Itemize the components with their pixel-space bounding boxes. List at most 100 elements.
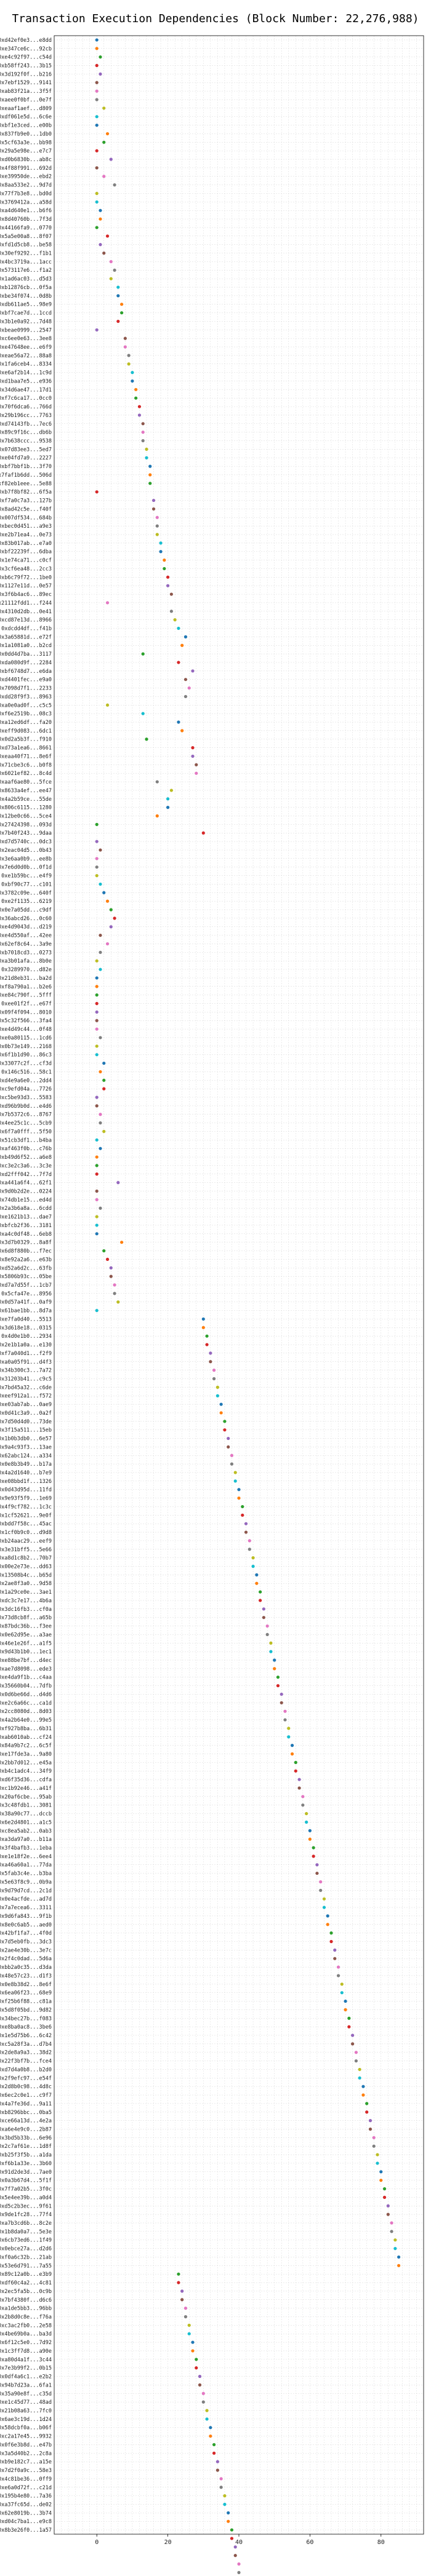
y-tick-label: 0x44166fa9...0770	[0, 225, 52, 231]
data-point	[166, 575, 170, 579]
y-tick-label: 0xbe34f074...0d8b	[0, 293, 52, 300]
data-point	[95, 328, 99, 332]
y-tick-label: 0x7e6d0d0b...0f1d	[0, 865, 52, 871]
data-point	[123, 345, 127, 349]
data-point	[319, 1880, 323, 1884]
y-tick-label: 0xe2c6a66c...ca1d	[0, 1700, 52, 1706]
data-point	[212, 2443, 216, 2447]
data-point	[95, 1223, 99, 1227]
data-point	[230, 1462, 234, 1466]
data-point	[223, 1428, 227, 1432]
y-tick-label: 0x8e92a2a6...e63b	[0, 1257, 52, 1263]
y-tick-label: 0x7f7a02b5...3f0c	[0, 2187, 52, 2193]
y-tick-label: 0x94b7d23a...6fa1	[0, 2382, 52, 2388]
y-tick-label: 0xd4401fec...e9a0	[0, 677, 52, 683]
data-point	[95, 959, 99, 963]
y-tick-label: 0xa4c0df48...6eb8	[0, 1231, 52, 1238]
y-tick-label: 0x1fa6ceb4...8334	[0, 362, 52, 368]
y-tick-label: 0xb49d6f52...a6e8	[0, 1155, 52, 1161]
data-point	[265, 1624, 269, 1628]
y-tick-label: 0xb58ff243...3b15	[0, 63, 52, 70]
y-tick-label: 0xf6e2519b...08c3	[0, 711, 52, 717]
data-point	[177, 2272, 180, 2276]
data-point	[237, 1496, 241, 1500]
y-tick-label: 0x6ae3c19d...1d24	[0, 2417, 52, 2423]
y-tick-label: 0x8633a4ef...ee47	[0, 788, 52, 794]
y-tick-label: 0xb12876cb...0f5a	[0, 285, 52, 291]
x-tick-label: 0	[95, 2539, 99, 2546]
y-tick-label: 0x146c516...58c1	[1, 1069, 52, 1075]
y-tick-label: 0x8aa533e2...9d7d	[0, 183, 52, 189]
data-point	[344, 2008, 347, 2011]
y-tick-label: 0x58dcbf0a...b06f	[0, 2425, 52, 2431]
data-point	[294, 1760, 297, 1764]
data-point	[131, 371, 134, 375]
y-tick-label: 0x7098d7f1...2233	[0, 686, 52, 692]
data-point	[223, 1420, 227, 1423]
y-tick-label: 0x2a3b6a8a...6cdd	[0, 1206, 52, 1212]
data-point	[305, 1820, 308, 1824]
data-point	[95, 1189, 99, 1193]
y-tick-label: 0x5d8f05bd...9d82	[0, 2007, 52, 2013]
data-point	[166, 797, 170, 801]
y-tick-label: 0xd0b6830b...ab8c	[0, 157, 52, 163]
data-point	[95, 200, 99, 204]
y-tick-label: 0xc3ac2fb0...2e58	[0, 2323, 52, 2329]
y-tick-label: 0xd7d5740c...0dc3	[0, 839, 52, 845]
x-tick-label: 40	[235, 2539, 243, 2546]
data-point	[105, 601, 110, 605]
x-tick-label: 20	[164, 2539, 172, 2546]
y-tick-label: 0x3dc16fb3...cf0a	[0, 1607, 52, 1613]
y-tick-label: 0x3c48fdb1...3081	[0, 1803, 52, 1809]
y-tick-label: 0x9d0b2d2e...0224	[0, 1189, 52, 1195]
data-point	[216, 2468, 219, 2472]
data-point	[368, 2119, 373, 2123]
data-point	[145, 447, 148, 451]
data-point	[155, 524, 159, 528]
data-point	[326, 1914, 329, 1918]
data-point	[95, 822, 99, 826]
y-tick-label: 0x0e62d95e...a3ae	[0, 1632, 52, 1638]
data-point	[379, 2170, 383, 2174]
data-point	[95, 115, 99, 119]
y-tick-label: 0xe347ce6c...92cb	[0, 46, 52, 52]
y-tick-label: 0xe6af2b14...1c9d	[0, 370, 52, 376]
data-point	[237, 2570, 241, 2574]
y-tick-label: 0x34d6ae47...17d1	[0, 387, 52, 393]
y-tick-label: 0x07d83ee3...5ed7	[0, 447, 52, 453]
y-tick-label: 0x35a90e8f...c35d	[0, 2391, 52, 2397]
y-tick-label: 0x1cf52621...9e0f	[0, 1513, 52, 1519]
data-point	[169, 789, 173, 792]
y-tick-label: 0x2e1b1a0a...e130	[0, 1342, 52, 1348]
y-tick-label: 0x2f4c0dad...5d6a	[0, 1956, 52, 1962]
y-tick-label: 0xc8ea5ab2...0ab3	[0, 1828, 52, 1834]
data-point	[95, 1019, 99, 1022]
data-point	[187, 686, 191, 690]
data-point	[169, 610, 173, 613]
y-tick-label: 0x7bf4380f...d6c6	[0, 2297, 52, 2304]
y-tick-label: 0x7ebf1529...9141	[0, 80, 52, 86]
data-point	[276, 1684, 280, 1688]
y-tick-label: 0xd42ef0e3...e8dd	[0, 38, 52, 44]
y-tick-label: 0xd1baa7e5...e936	[0, 378, 52, 384]
data-point	[191, 2340, 195, 2344]
y-tick-label: 0xe4d49c44...0f48	[0, 1027, 52, 1033]
y-tick-label: 0x3cf6ea48...2cc3	[0, 566, 52, 572]
y-tick-label: 0xe4c92f97...c54d	[0, 55, 52, 61]
data-point	[95, 89, 99, 93]
data-point	[386, 2212, 390, 2216]
data-point	[397, 2264, 401, 2267]
data-point	[102, 1061, 106, 1065]
y-tick-label: 0x1a1081a0...b2cd	[0, 643, 52, 649]
data-point	[116, 1300, 120, 1304]
data-point	[241, 1513, 244, 1517]
data-point	[376, 2153, 379, 2157]
y-tick-label: 0xe2f1135...6219	[1, 899, 52, 905]
data-point	[209, 1360, 212, 1364]
y-tick-label: 0x4310d2db...0e41	[0, 609, 52, 615]
y-tick-label: 0x837fb9e0...1db0	[0, 131, 52, 137]
y-tick-label: 0xe7fa0d40...5513	[0, 1316, 52, 1322]
y-tick-label: 0xf6b1a33e...3b60	[0, 2161, 52, 2167]
data-point	[120, 311, 124, 315]
data-point	[141, 422, 145, 426]
